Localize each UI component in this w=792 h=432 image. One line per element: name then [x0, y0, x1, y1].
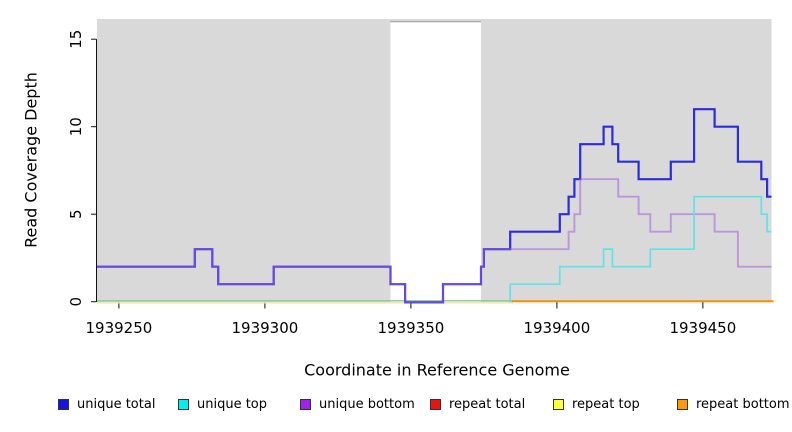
- y-tick-label: 5: [67, 209, 85, 219]
- y-tick-label: 10: [67, 117, 85, 136]
- x-tick-label: 1939350: [377, 319, 444, 337]
- x-tick-label: 1939300: [231, 319, 298, 337]
- unshaded-band: [390, 21, 481, 302]
- x-tick-label: 1939450: [669, 319, 736, 337]
- x-tick-label: 1939400: [523, 319, 590, 337]
- y-tick-label: 15: [67, 30, 85, 49]
- series-line-unique-bottom: [97, 178, 772, 304]
- series-line-unique-top: [509, 195, 772, 303]
- x-axis-title: Coordinate in Reference Genome: [304, 360, 570, 380]
- y-axis-title: Read Coverage Depth: [21, 72, 41, 248]
- y-tick-label: 0: [67, 297, 85, 307]
- x-tick-label: 1939250: [85, 319, 152, 337]
